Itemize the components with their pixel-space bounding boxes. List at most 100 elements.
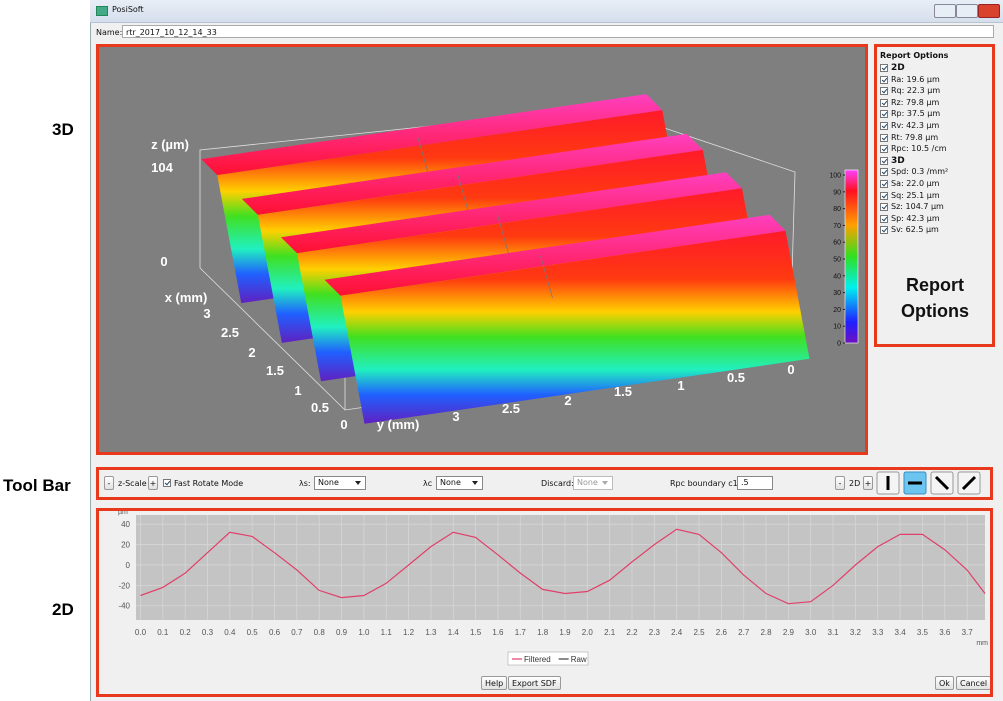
x-tick-label: 3.1: [828, 628, 840, 637]
icon: [934, 475, 950, 491]
colorbar-tick-label: 70: [833, 223, 841, 230]
plot-area: [136, 515, 985, 620]
lambda-c-label: λc: [423, 479, 433, 488]
surface-seam: [457, 174, 471, 217]
colorbar-tick-label: 40: [833, 273, 841, 280]
rpc-boundary-input[interactable]: .5: [737, 476, 773, 490]
colorbar-tick-label: 100: [829, 173, 841, 180]
title-bar: PosiSoft: [90, 0, 1003, 23]
annotation: 2D: [52, 600, 74, 619]
colorbar-tick-label: 0: [837, 341, 841, 348]
maximize-button[interactable]: [956, 4, 978, 18]
annotation: Tool Bar: [3, 476, 71, 495]
report-item: Sq: 25.1 µm: [891, 190, 940, 200]
ok-button[interactable]: Ok: [935, 676, 954, 690]
colorbar: [844, 169, 859, 344]
report-checkbox[interactable]: [880, 180, 888, 188]
axis-3d-label: y (mm): [377, 417, 420, 432]
x-tick-label: 1.9: [559, 628, 571, 637]
axis-3d-label: 2.5: [502, 401, 520, 416]
axis-3d-label: 104: [151, 160, 173, 175]
x-tick-label: 1.0: [358, 628, 370, 637]
report-checkbox[interactable]: [880, 214, 888, 223]
report-item: 2D: [891, 63, 905, 73]
app-icon: [96, 6, 108, 16]
report-checkbox[interactable]: [880, 122, 888, 130]
report-checkbox[interactable]: [880, 87, 888, 96]
x-tick-label: 0.4: [224, 628, 236, 637]
x-tick-label: 0.8: [314, 628, 326, 637]
report-checkbox[interactable]: [880, 110, 888, 119]
line-series: [140, 528, 986, 605]
colorbar-tick-label: 30: [833, 290, 841, 297]
name-input[interactable]: rtr_2017_10_12_14_33: [122, 25, 994, 38]
report-checkbox[interactable]: [880, 98, 888, 107]
view-2d-plus[interactable]: +: [863, 476, 873, 490]
colorbar-tick-label: 20: [833, 307, 841, 314]
fast-rotate-checkbox[interactable]: [163, 479, 171, 487]
report-checkbox[interactable]: [880, 156, 888, 165]
x-tick-label: 0.7: [291, 628, 303, 637]
y-unit: µm: [118, 509, 128, 516]
x-tick-label: 2.3: [649, 628, 661, 637]
x-tick-label: 2.2: [626, 628, 638, 637]
highlight-box: [96, 508, 993, 697]
axis-3d-label: 1.5: [614, 384, 632, 399]
y-tick-label: 40: [121, 520, 130, 529]
x-tick-label: 1.2: [403, 628, 415, 637]
x-tick-label: 3.2: [850, 628, 862, 637]
x-tick-label: 1.4: [448, 628, 460, 637]
surface-crest: [241, 133, 703, 215]
export-button[interactable]: Export SDF: [508, 676, 561, 690]
close-button[interactable]: [978, 4, 1000, 18]
report-checkbox[interactable]: [880, 168, 888, 177]
x-tick-label: 1.1: [381, 628, 393, 637]
y-tick-label: 20: [121, 541, 130, 550]
minimize-button[interactable]: [934, 4, 956, 18]
x-tick-label: 0.6: [269, 628, 281, 637]
x-tick-label: 1.7: [515, 628, 527, 637]
report-checkbox[interactable]: [880, 145, 888, 154]
axis-3d-label: 2: [248, 345, 255, 360]
x-unit: mm: [976, 640, 988, 647]
report-item: Rp: 37.5 µm: [891, 109, 941, 119]
axis-3d-label: 0: [340, 417, 347, 432]
zscale-minus[interactable]: -: [104, 476, 114, 490]
report-checkbox[interactable]: [880, 191, 888, 200]
surface-seam: [496, 213, 510, 256]
x-tick-label: 2.5: [693, 628, 705, 637]
zscale-plus[interactable]: +: [148, 476, 158, 490]
surface-seam: [416, 134, 430, 178]
icon: [961, 475, 977, 491]
axis-3d-label: 0: [160, 254, 167, 269]
x-tick-label: 0.3: [202, 628, 214, 637]
x-tick-label: 0.2: [180, 628, 192, 637]
lambda-c-select[interactable]: None: [436, 476, 483, 490]
name-label: Name:: [96, 28, 123, 37]
profile-direction-buttons: [876, 471, 981, 495]
report-checkbox[interactable]: [880, 133, 888, 142]
x-tick-label: 0.9: [336, 628, 348, 637]
help-button[interactable]: Help: [481, 676, 508, 690]
y-tick-label: -20: [118, 581, 130, 590]
report-checkbox[interactable]: [880, 75, 888, 84]
y-tick-label: -40: [118, 602, 130, 611]
lambda-s-select[interactable]: None: [314, 476, 366, 490]
highlight-box: [96, 467, 993, 500]
report-checkbox[interactable]: [880, 226, 888, 235]
surface-face: [340, 230, 810, 424]
view-2d-minus[interactable]: -: [835, 476, 845, 490]
x-tick-label: 2.7: [738, 628, 750, 637]
report-item: Rt: 79.8 µm: [891, 132, 939, 142]
surface-crest: [324, 214, 786, 296]
toolbar: - z-Scale + Fast Rotate Mode λs: None λc…: [96, 467, 993, 500]
report-checkbox[interactable]: [880, 64, 888, 72]
view-2d-label: 2D: [849, 479, 861, 488]
x-tick-label: 1.3: [425, 628, 437, 637]
discard-label: Discard:: [541, 479, 574, 488]
report-checkbox[interactable]: [880, 203, 888, 212]
x-tick-label: 3.6: [939, 628, 951, 637]
x-tick-label: 2.9: [783, 628, 795, 637]
surface-seam: [540, 255, 553, 298]
axis-3d-label: 0.5: [727, 370, 745, 385]
